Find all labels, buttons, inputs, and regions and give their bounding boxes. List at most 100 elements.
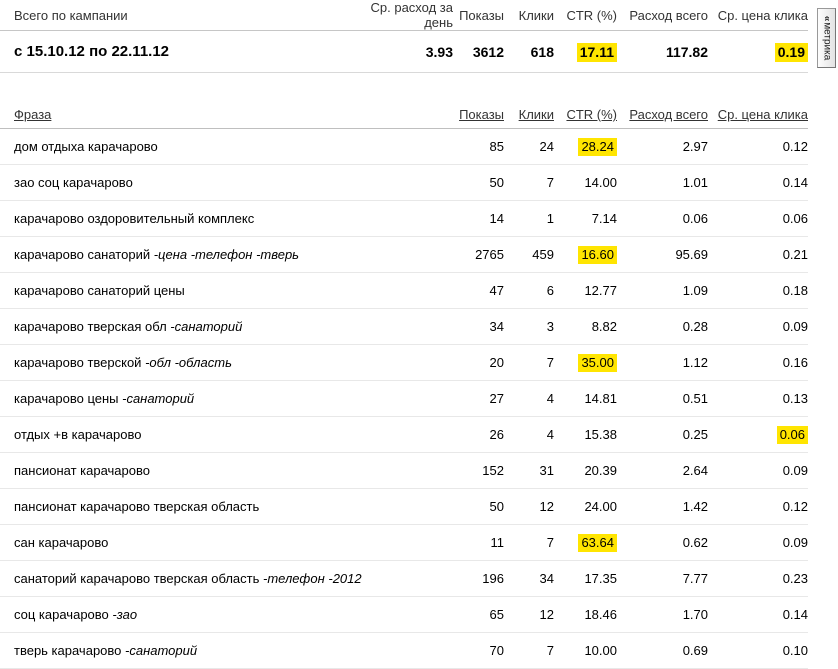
phrase-text: карачарово санаторий цены [14, 283, 185, 298]
cost-value: 2.97 [682, 139, 708, 154]
impressions-value: 14 [489, 211, 504, 226]
cpc-value: 0.14 [782, 607, 808, 622]
summary-totals-row: с 15.10.12 по 22.11.12 3.93 3612 618 17.… [0, 30, 808, 73]
ctr-value: 18.46 [584, 607, 617, 622]
ctr-value: 63.64 [578, 534, 617, 552]
cpc-value: 0.14 [782, 175, 808, 190]
cost-value: 1.42 [682, 499, 708, 514]
cost-value: 1.09 [682, 283, 708, 298]
summary-col-impressions: Показы [453, 0, 504, 31]
phrase-stats-table: Фраза Показы Клики CTR (%) Расход всего … [0, 101, 808, 669]
phrase-text: карачарово оздоровительный комплекс [14, 211, 255, 226]
phrase-negative-keywords: -обл -область [145, 355, 232, 370]
phrase-text: сан карачарово [14, 535, 109, 550]
phrase-table-header-row: Фраза Показы Клики CTR (%) Расход всего … [0, 101, 808, 129]
ctr-value: 8.82 [591, 319, 617, 334]
summary-col-ctr: CTR (%) [554, 0, 617, 31]
table-row: карачарово тверской -обл -область 20 7 3… [0, 344, 808, 381]
phrase-negative-keywords: -зао [112, 607, 138, 622]
summary-col-avg-daily-spend: Ср. расход за день [341, 0, 453, 31]
ctr-value: 14.81 [584, 391, 617, 406]
cpc-value: 0.18 [782, 283, 808, 298]
impressions-value: 2765 [475, 247, 504, 262]
impressions-value: 20 [489, 355, 504, 370]
phrase-text: карачарово цены [14, 391, 123, 406]
clicks-value: 1 [546, 211, 554, 226]
ctr-value: 7.14 [591, 211, 617, 226]
phrase-text: соц карачарово [14, 607, 113, 622]
table-row: карачарово тверская обл -санаторий 34 3 … [0, 308, 808, 345]
summary-avg-daily-spend-value: 3.93 [425, 43, 453, 60]
table-row: соц карачарово -зао 65 12 18.46 1.70 0.1… [0, 596, 808, 633]
sort-link-impressions[interactable]: Показы [459, 107, 504, 122]
sort-link-ctr[interactable]: CTR (%) [566, 107, 617, 122]
cpc-value: 0.09 [782, 463, 808, 478]
cost-value: 0.06 [682, 211, 708, 226]
ctr-value: 24.00 [584, 499, 617, 514]
sort-link-clicks[interactable]: Клики [518, 107, 554, 122]
clicks-value: 7 [546, 175, 554, 190]
ctr-value: 14.00 [584, 175, 617, 190]
ctr-value: 15.38 [584, 427, 617, 442]
summary-header-row: Всего по кампании Ср. расход за день Пок… [0, 0, 808, 31]
phrase-negative-keywords: -санаторий [125, 643, 198, 658]
clicks-value: 24 [539, 139, 554, 154]
phrase-negative-keywords: -цена -телефон -тверь [153, 247, 300, 262]
table-row: дом отдыха карачарово 85 24 28.24 2.97 0… [0, 128, 808, 165]
sort-link-phrase[interactable]: Фраза [14, 107, 52, 122]
clicks-value: 4 [546, 391, 554, 406]
table-row: пансионат карачарово тверская область 50… [0, 488, 808, 525]
summary-title: Всего по кампании [0, 0, 341, 31]
ctr-value: 10.00 [584, 643, 617, 658]
table-row: сан карачарово 11 7 63.64 0.62 0.09 [0, 524, 808, 561]
collapse-chevron-icon: « [821, 15, 833, 22]
clicks-value: 7 [546, 355, 554, 370]
impressions-value: 70 [489, 643, 504, 658]
phrase-text: карачарово тверской [14, 355, 146, 370]
cost-value: 1.70 [682, 607, 708, 622]
clicks-value: 31 [539, 463, 554, 478]
impressions-value: 34 [489, 319, 504, 334]
clicks-value: 3 [546, 319, 554, 334]
cpc-value: 0.21 [782, 247, 808, 262]
ctr-value: 12.77 [584, 283, 617, 298]
phrase-negative-keywords: -телефон -2012 [262, 571, 362, 586]
summary-period: с 15.10.12 по 22.11.12 [0, 30, 341, 73]
summary-avg-cpc-value: 0.19 [774, 42, 808, 62]
table-row: карачарово санаторий -цена -телефон -тве… [0, 236, 808, 273]
cpc-value: 0.12 [782, 499, 808, 514]
table-row: карачарово оздоровительный комплекс 14 1… [0, 200, 808, 237]
phrase-text: пансионат карачарово [14, 463, 150, 478]
sort-link-avg-cpc[interactable]: Ср. цена клика [717, 107, 808, 122]
clicks-value: 12 [539, 499, 554, 514]
ctr-value: 16.60 [578, 246, 617, 264]
sort-link-total-spend[interactable]: Расход всего [629, 107, 708, 122]
cpc-value: 0.06 [782, 211, 808, 226]
phrase-table-body: дом отдыха карачарово 85 24 28.24 2.97 0… [0, 128, 808, 669]
metrika-panel-toggle[interactable]: «метрика [817, 8, 836, 68]
cpc-value: 0.13 [782, 391, 808, 406]
cpc-value: 0.16 [782, 355, 808, 370]
cost-value: 7.77 [682, 571, 708, 586]
impressions-value: 47 [489, 283, 504, 298]
cpc-value: 0.09 [782, 535, 808, 550]
phrase-text: карачарово санаторий [14, 247, 154, 262]
cost-value: 95.69 [675, 247, 708, 262]
clicks-value: 7 [546, 643, 554, 658]
metrika-tab-text: «метрика [821, 15, 833, 61]
summary-col-clicks: Клики [504, 0, 554, 31]
clicks-value: 6 [546, 283, 554, 298]
summary-ctr-value: 17.11 [576, 42, 617, 62]
clicks-value: 459 [532, 247, 554, 262]
cost-value: 0.51 [682, 391, 708, 406]
impressions-value: 50 [489, 175, 504, 190]
cost-value: 0.62 [682, 535, 708, 550]
phrase-text: дом отдыха карачарово [14, 139, 158, 154]
table-row: отдых +в карачарово 26 4 15.38 0.25 0.06 [0, 416, 808, 453]
cost-value: 2.64 [682, 463, 708, 478]
impressions-value: 65 [489, 607, 504, 622]
phrase-text: пансионат карачарово тверская область [14, 499, 260, 514]
clicks-value: 4 [546, 427, 554, 442]
phrase-negative-keywords: -санаторий [170, 319, 243, 334]
phrase-text: санаторий карачарово тверская область [14, 571, 263, 586]
